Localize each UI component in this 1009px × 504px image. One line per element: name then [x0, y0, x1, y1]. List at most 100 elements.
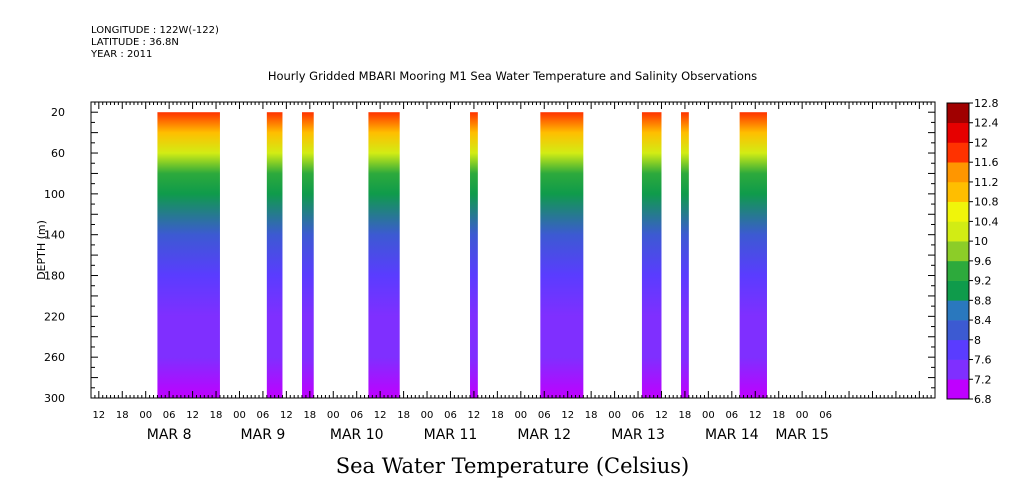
data-segment: [540, 112, 584, 398]
y-tick-label: 220: [44, 310, 65, 323]
y-axis-label: DEPTH (m): [35, 220, 48, 280]
x-hour-label: 12: [749, 410, 762, 421]
colorbar-label: 11.2: [974, 176, 999, 189]
year-label: YEAR : 2011: [91, 49, 153, 60]
data-segment: [739, 112, 767, 398]
colorbar-label: 6.8: [974, 393, 992, 406]
x-hour-label: 00: [233, 410, 246, 421]
colorbar-swatch: [947, 201, 969, 222]
x-hour-label: 12: [280, 410, 293, 421]
x-hour-label: 00: [514, 410, 527, 421]
data-segment: [368, 112, 400, 398]
data-segment: [266, 112, 283, 398]
data-segment: [157, 112, 220, 398]
chart-title: Hourly Gridded MBARI Mooring M1 Sea Wate…: [267, 69, 758, 83]
colorbar-label: 10: [974, 235, 988, 248]
x-hour-label: 00: [796, 410, 809, 421]
longitude-label: LONGITUDE : 122W(-122): [91, 25, 219, 36]
y-tick-label: 20: [51, 106, 65, 119]
data-segment: [302, 112, 314, 398]
y-axis: 20 60 100 140 180 220 260 300: [44, 101, 935, 405]
y-tick-label: 260: [44, 351, 65, 364]
y-tick-label: 180: [44, 270, 65, 283]
x-day-label: MAR 14: [705, 427, 759, 443]
x-hour-label: 06: [632, 410, 645, 421]
x-hour-label: 12: [468, 410, 481, 421]
y-tick-label: 60: [51, 147, 65, 160]
y-tick-label: 300: [44, 392, 65, 405]
colorbar-swatch: [947, 320, 969, 341]
x-hour-label: 18: [116, 410, 129, 421]
colorbar-swatch: [947, 339, 969, 360]
x-hour-label: 00: [421, 410, 434, 421]
x-hour-label: 00: [608, 410, 621, 421]
colorbar-swatch: [947, 162, 969, 183]
x-hour-label: 06: [538, 410, 551, 421]
x-day-label: MAR 8: [147, 427, 192, 443]
colorbar-swatch: [947, 379, 969, 400]
x-hour-label: 12: [374, 410, 387, 421]
x-hour-label: 18: [491, 410, 504, 421]
colorbar-swatch: [947, 359, 969, 380]
x-day-label: MAR 13: [611, 427, 665, 443]
colorbar-label: 9.2: [974, 275, 992, 288]
data-segment: [641, 112, 662, 398]
data-segment: [681, 112, 689, 398]
colorbar-label: 8.4: [974, 314, 992, 327]
y-tick-label: 100: [44, 188, 65, 201]
colorbar-label: 7.6: [974, 354, 992, 367]
x-day-label: MAR 12: [517, 427, 571, 443]
colorbar-label: 10.4: [974, 215, 999, 228]
colorbar-swatch: [947, 103, 969, 124]
colorbar-label: 12.8: [974, 97, 999, 110]
x-day-label: MAR 10: [330, 427, 384, 443]
x-hour-label: 06: [350, 410, 363, 421]
x-day-label: MAR 9: [241, 427, 286, 443]
x-axis: 12 18 00 06 12 18 00 06 12 18 00 06 12 18 00 06 12 18 00 06…: [92, 102, 932, 443]
x-hour-label: 00: [327, 410, 340, 421]
colorbar-label: 7.2: [974, 373, 992, 386]
colorbar-swatch: [947, 142, 969, 163]
colorbar-swatch: [947, 260, 969, 281]
colorbar-swatch: [947, 122, 969, 143]
colorbar-frame: [946, 102, 970, 400]
x-hour-label: 06: [819, 410, 832, 421]
colorbar: 6.8 7.2 7.6 8 8.4 8.8 9.2 9.6 10 10.4 10.8 11.2 11.6…: [946, 97, 999, 406]
x-hour-label: 06: [725, 410, 738, 421]
x-hour-label: 06: [257, 410, 270, 421]
x-hour-label: 06: [163, 410, 176, 421]
colorbar-swatch: [947, 241, 969, 262]
colorbar-label: 8: [974, 334, 981, 347]
x-hour-label: 18: [303, 410, 316, 421]
colorbar-swatch: [947, 221, 969, 242]
x-hour-label: 18: [679, 410, 692, 421]
x-hour-label: 12: [561, 410, 574, 421]
y-tick-label: 140: [44, 229, 65, 242]
x-hour-label: 18: [397, 410, 410, 421]
x-hour-label: 12: [186, 410, 199, 421]
x-hour-label: 18: [585, 410, 598, 421]
data-segment: [470, 112, 478, 398]
x-hour-label: 00: [702, 410, 715, 421]
x-day-label: MAR 15: [775, 427, 829, 443]
colorbar-label: 12.4: [974, 117, 999, 130]
x-hour-label: 12: [92, 410, 105, 421]
x-hour-label: 18: [210, 410, 223, 421]
x-hour-label: 18: [772, 410, 785, 421]
x-day-label: MAR 11: [424, 427, 478, 443]
data-region: [157, 112, 767, 398]
colorbar-label: 8.8: [974, 294, 992, 307]
colorbar-label: 12: [974, 136, 988, 149]
colorbar-swatch: [947, 181, 969, 202]
x-hour-label: 06: [444, 410, 457, 421]
colorbar-swatch: [947, 300, 969, 321]
colorbar-label: 10.8: [974, 196, 999, 209]
colorbar-title: Sea Water Temperature (Celsius): [335, 454, 690, 478]
colorbar-swatch: [947, 280, 969, 301]
latitude-label: LATITUDE : 36.8N: [91, 37, 179, 48]
x-hour-label: 12: [655, 410, 668, 421]
colorbar-label: 9.6: [974, 255, 992, 268]
colorbar-label: 11.6: [974, 156, 999, 169]
x-hour-label: 00: [139, 410, 152, 421]
